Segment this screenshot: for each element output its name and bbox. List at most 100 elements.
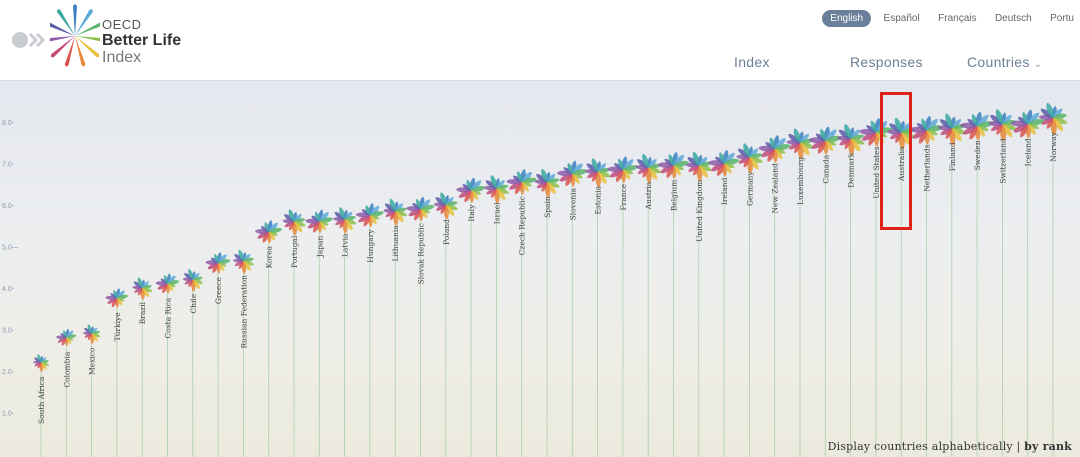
country-label[interactable]: Mexico [88, 347, 97, 375]
country-label[interactable]: Australia [897, 146, 906, 182]
flower-petal [369, 215, 380, 220]
sort-alphabetically-link[interactable]: Display countries alphabetically [827, 440, 1013, 453]
country-label[interactable]: Estonia [594, 185, 603, 214]
country-flower[interactable] [988, 108, 1017, 142]
flower-petal [793, 128, 801, 143]
country-label[interactable]: Slovenia [568, 187, 577, 220]
country-flower[interactable] [355, 203, 385, 228]
country-flower[interactable] [937, 112, 967, 146]
country-label[interactable]: Luxembourg [796, 157, 805, 205]
country-flower[interactable] [556, 160, 588, 187]
country-label[interactable]: Brazil [138, 301, 147, 324]
country-label[interactable]: France [619, 183, 628, 210]
country-flower[interactable] [305, 209, 334, 234]
country-flower[interactable] [406, 196, 435, 222]
country-label[interactable]: Austria [644, 181, 653, 210]
lang-francais[interactable]: Français [938, 13, 977, 24]
country-label[interactable]: Chile [189, 293, 198, 313]
country-flower[interactable] [635, 153, 662, 184]
country-label[interactable]: Sweden [973, 140, 982, 170]
lang-espanol[interactable]: Español [883, 13, 920, 24]
country-label[interactable]: Switzerland [998, 138, 1007, 184]
country-flower[interactable] [456, 177, 486, 203]
country-label[interactable]: Czech Republic [518, 196, 527, 255]
country-flower[interactable] [182, 268, 204, 292]
country-label[interactable]: Canada [821, 154, 830, 183]
country-flower[interactable] [758, 134, 791, 163]
tab-responses[interactable]: Responses [850, 54, 923, 80]
country-label[interactable]: Colombia [62, 351, 71, 387]
country-label[interactable]: Netherlands [923, 144, 932, 191]
country-label[interactable]: Israel [492, 202, 501, 224]
lang-portugues[interactable]: Portu [1050, 13, 1074, 24]
country-flower[interactable] [909, 115, 944, 145]
country-label[interactable]: Türkiye [113, 312, 122, 342]
country-flower[interactable] [254, 220, 283, 244]
country-flower[interactable] [155, 273, 180, 294]
country-label[interactable]: Costa Rica [164, 297, 173, 338]
country-flower[interactable] [205, 252, 231, 274]
country-flower[interactable] [584, 157, 612, 188]
country-flower[interactable] [383, 198, 408, 226]
flower-petal [850, 138, 865, 145]
lang-deutsch[interactable]: Deutsch [994, 13, 1032, 24]
country-flower[interactable] [82, 324, 101, 345]
country-label[interactable]: Korea [265, 245, 274, 268]
country-flower[interactable] [282, 208, 306, 236]
country-label[interactable]: United Kingdom [695, 180, 704, 242]
country-flower[interactable] [232, 249, 255, 274]
country-flower[interactable] [736, 142, 764, 174]
country-label[interactable]: Portugal [290, 235, 299, 268]
country-label[interactable]: Denmark [847, 152, 856, 187]
country-label[interactable]: Italy [467, 204, 476, 222]
country-flower[interactable] [685, 151, 713, 182]
country-label[interactable]: Norway [1049, 131, 1058, 162]
country-label[interactable]: New Zealand [771, 163, 780, 214]
country-label[interactable]: Poland [442, 219, 451, 245]
flower-petal [40, 362, 47, 370]
sort-by-rank-link[interactable]: by rank [1024, 440, 1072, 453]
country-label[interactable]: Germany [745, 171, 754, 206]
country-flower[interactable] [506, 169, 537, 196]
country-label[interactable]: Latvia [341, 233, 350, 257]
country-flower[interactable] [786, 127, 814, 160]
logo-text: OECD Better Life Index [102, 18, 181, 66]
tab-index[interactable]: Index [734, 54, 834, 83]
country-label[interactable]: Hungary [366, 229, 375, 263]
country-flower[interactable] [836, 123, 866, 156]
country-label[interactable]: Iceland [1024, 138, 1033, 166]
tab-countries[interactable]: Countries ⌄ [967, 54, 1042, 80]
country-label[interactable]: Finland [948, 142, 957, 171]
country-flower[interactable] [808, 126, 843, 155]
country-flower[interactable] [105, 288, 129, 308]
country-flower[interactable] [960, 111, 995, 141]
oecd-better-life-logo[interactable]: OECD Better Life Index [0, 0, 200, 72]
country-label[interactable]: Russian Federation [239, 275, 248, 349]
country-label[interactable]: Belgium [670, 180, 679, 212]
flower-petal [642, 153, 649, 168]
flower-petal [1002, 114, 1012, 125]
country-flower[interactable] [1010, 109, 1045, 139]
country-label[interactable]: United States [872, 146, 881, 198]
country-label[interactable]: Lithuania [391, 225, 400, 262]
country-label[interactable]: Slovak Republic [417, 223, 426, 284]
country-flower[interactable] [33, 354, 49, 373]
lang-english[interactable]: English [822, 10, 872, 27]
country-flower[interactable] [433, 191, 459, 220]
country-flower[interactable] [332, 206, 357, 234]
country-flower[interactable] [483, 174, 510, 204]
flower-petal [963, 126, 978, 135]
country-flower[interactable] [657, 152, 690, 180]
country-label[interactable]: Spain [543, 196, 552, 218]
country-flower[interactable] [55, 328, 77, 347]
country-flower[interactable] [132, 277, 153, 300]
country-label[interactable]: Japan [315, 235, 324, 258]
country-flower[interactable] [607, 156, 639, 183]
country-flower[interactable] [708, 149, 740, 177]
country-flower[interactable] [1038, 102, 1069, 136]
country-label[interactable]: Greece [214, 277, 223, 305]
country-label[interactable]: South Africa [37, 376, 46, 424]
country-label[interactable]: Ireland [720, 177, 729, 205]
flower-petal [107, 298, 117, 304]
country-flower[interactable] [534, 168, 560, 198]
